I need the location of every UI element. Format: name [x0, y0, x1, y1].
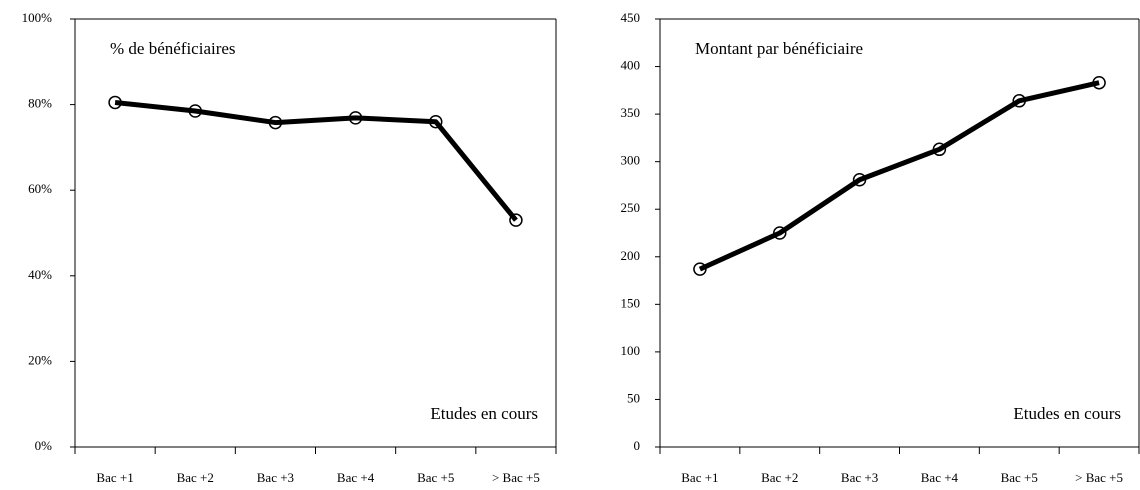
- y-tick-label: 40%: [28, 267, 52, 282]
- annotation: % de bénéficiaires: [110, 39, 236, 58]
- y-tick-label: 350: [621, 105, 641, 120]
- y-tick-label: 100%: [22, 10, 53, 25]
- y-tick-label: 0%: [35, 438, 53, 453]
- data-point: [509, 213, 523, 227]
- y-tick-label: 20%: [28, 352, 52, 367]
- data-point: [693, 262, 707, 276]
- data-point: [188, 104, 202, 118]
- x-tick-label: Bac +2: [177, 470, 214, 485]
- data-point: [1012, 94, 1026, 108]
- x-tick-label: > Bac +5: [1075, 470, 1123, 485]
- y-tick-label: 0: [634, 438, 641, 453]
- data-point: [852, 172, 867, 187]
- x-tick-label: > Bac +5: [492, 470, 540, 485]
- y-tick-label: 50: [627, 390, 640, 405]
- annotation: Etudes en cours: [430, 404, 538, 423]
- x-tick-label: Bac +1: [96, 470, 133, 485]
- data-point: [429, 114, 443, 129]
- x-tick-label: Bac +1: [681, 470, 718, 485]
- annotation: Montant par bénéficiaire: [695, 39, 863, 58]
- x-tick-label: Bac +3: [257, 470, 294, 485]
- y-tick-label: 250: [621, 200, 641, 215]
- x-tick-label: Bac +5: [1001, 470, 1038, 485]
- y-tick-label: 80%: [28, 96, 52, 111]
- data-point: [348, 111, 363, 125]
- y-tick-label: 100: [621, 343, 641, 358]
- data-point: [1092, 75, 1106, 90]
- data-point: [268, 115, 283, 130]
- y-tick-label: 300: [621, 153, 641, 168]
- data-point: [932, 142, 947, 157]
- y-tick-label: 400: [621, 58, 641, 73]
- y-tick-label: 450: [621, 10, 641, 25]
- y-tick-label: 60%: [28, 181, 52, 196]
- y-tick-label: 150: [621, 295, 641, 310]
- data-point: [108, 95, 122, 110]
- x-tick-label: Bac +4: [921, 470, 959, 485]
- x-tick-label: Bac +3: [841, 470, 878, 485]
- data-line: [114, 99, 518, 222]
- annotation: Etudes en cours: [1013, 404, 1121, 423]
- x-tick-label: Bac +4: [337, 470, 375, 485]
- data-point: [773, 226, 787, 240]
- data-line: [698, 80, 1100, 272]
- x-tick-label: Bac +5: [417, 470, 454, 485]
- y-tick-label: 200: [621, 248, 641, 263]
- x-tick-label: Bac +2: [761, 470, 798, 485]
